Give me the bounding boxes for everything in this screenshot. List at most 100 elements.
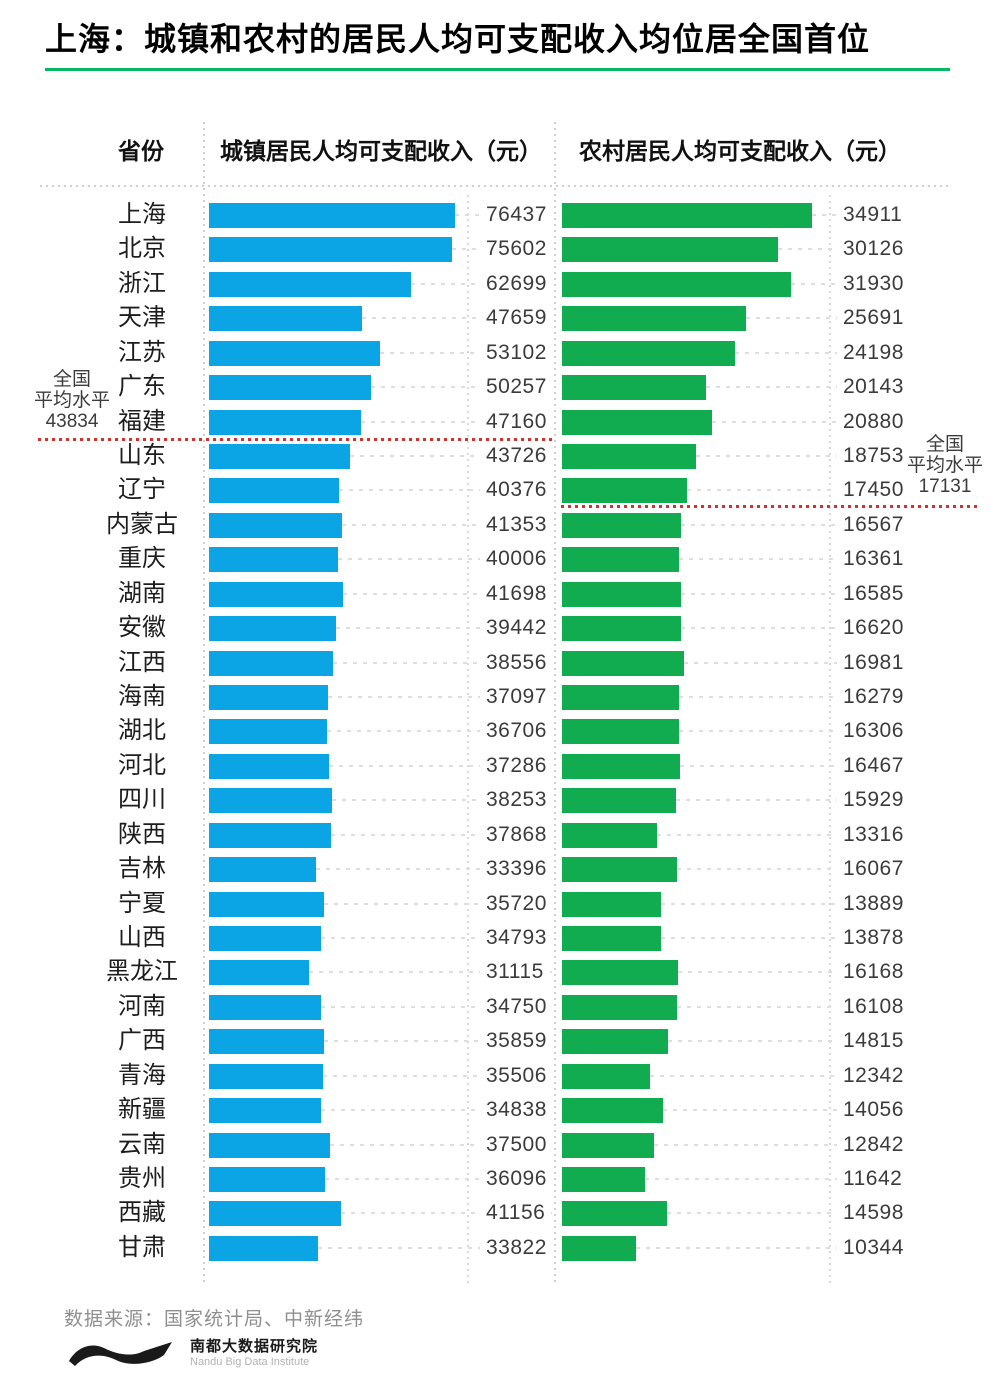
rural-value: 20143 [837, 374, 910, 401]
urban-leader-line [325, 1178, 552, 1181]
urban-leader-line [328, 696, 552, 699]
urban-bar [209, 788, 332, 814]
table-row: 海南 37097 16279 [0, 680, 1000, 714]
table-row: 湖北 36706 16306 [0, 714, 1000, 748]
province-label: 云南 [118, 1130, 166, 1158]
urban-leader-line [380, 351, 552, 354]
header-province: 省份 [118, 138, 164, 164]
rural-value: 14815 [837, 1028, 910, 1055]
urban-average-annotation-line1: 全国 [52, 369, 91, 390]
urban-average-annotation: 全国 平均水平 43834 [26, 369, 118, 432]
urban-value: 33396 [480, 856, 553, 883]
urban-leader-line [333, 661, 552, 664]
urban-axis-gridline [467, 195, 469, 1286]
province-label: 黑龙江 [106, 958, 178, 986]
urban-value: 37500 [480, 1131, 553, 1158]
urban-leader-line [318, 1246, 552, 1249]
urban-value: 43726 [480, 443, 553, 469]
urban-bar [209, 1063, 323, 1089]
urban-value: 50257 [480, 374, 553, 401]
rural-leader-line [645, 1178, 908, 1181]
urban-value: 38253 [480, 787, 553, 814]
urban-bar [209, 375, 371, 401]
rural-leader-line [681, 627, 908, 630]
province-label: 甘肃 [118, 1233, 166, 1261]
table-row: 广东 50257 20143 [0, 370, 1000, 404]
table-row: 河南 34750 16108 [0, 990, 1000, 1024]
urban-value: 33822 [480, 1234, 553, 1261]
urban-bar [209, 271, 411, 297]
table-row: 西藏 41156 14598 [0, 1196, 1000, 1230]
rural-bar [562, 753, 680, 779]
rural-bar [562, 1029, 668, 1055]
rural-leader-line [676, 799, 908, 802]
urban-leader-line [316, 868, 552, 871]
table-row: 重庆 40006 16361 [0, 542, 1000, 576]
rural-leader-line [678, 971, 908, 974]
rural-leader-line [667, 1212, 908, 1215]
urban-bar [209, 547, 338, 573]
rural-value: 16567 [837, 511, 910, 538]
rural-bar [562, 478, 687, 504]
rural-leader-line [687, 489, 908, 492]
rural-value: 11642 [837, 1166, 909, 1193]
province-label: 江西 [118, 648, 166, 676]
column-separator-middle [554, 122, 556, 1286]
rural-value: 18753 [837, 443, 910, 469]
urban-bar [209, 478, 339, 504]
urban-leader-line [323, 1074, 552, 1077]
urban-bar [209, 1201, 341, 1227]
urban-value: 35859 [480, 1028, 553, 1055]
table-row: 四川 38253 15929 [0, 783, 1000, 817]
urban-bar [209, 994, 321, 1020]
rural-bar [562, 340, 735, 366]
rural-bar [562, 409, 712, 435]
rural-value: 17450 [837, 477, 910, 504]
rural-average-line [561, 505, 980, 508]
urban-bar [209, 237, 452, 263]
rural-leader-line [668, 1040, 908, 1043]
urban-leader-line [339, 489, 552, 492]
province-label: 海南 [118, 683, 166, 711]
header-urban-income: 城镇居民人均可支配收入（元） [220, 138, 542, 164]
urban-bar [209, 409, 361, 435]
urban-bar [209, 444, 350, 469]
urban-leader-line [331, 833, 552, 836]
urban-bar [209, 306, 362, 332]
urban-leader-line [350, 455, 552, 457]
table-row: 陕西 37868 13316 [0, 818, 1000, 852]
rural-bar [562, 237, 778, 263]
province-label: 广东 [118, 373, 166, 401]
rural-leader-line [684, 661, 908, 664]
rural-value: 13889 [837, 890, 910, 917]
rural-bar [562, 926, 661, 952]
urban-bar [209, 719, 327, 745]
urban-leader-line [361, 420, 552, 423]
table-row: 河北 37286 16467 [0, 749, 1000, 783]
table-row: 内蒙古 41353 16567 [0, 508, 1000, 542]
rural-bar [562, 685, 679, 711]
urban-value: 40376 [480, 477, 553, 504]
province-label: 湖北 [118, 717, 166, 745]
rural-bar [562, 891, 661, 917]
rural-bar [562, 547, 679, 573]
urban-leader-line [338, 558, 552, 561]
urban-bar [209, 1167, 325, 1193]
rural-bar [562, 1201, 667, 1227]
urban-value: 75602 [480, 236, 553, 263]
rural-bar [562, 581, 681, 607]
urban-bar [209, 650, 333, 676]
urban-leader-line [336, 627, 552, 630]
table-row: 吉林 33396 16067 [0, 852, 1000, 886]
rural-bar [562, 306, 746, 332]
province-label: 浙江 [118, 269, 166, 297]
rural-leader-line [663, 1109, 908, 1112]
urban-leader-line [332, 799, 552, 802]
urban-bar [209, 512, 342, 538]
table-row: 黑龙江 31115 16168 [0, 955, 1000, 989]
urban-leader-line [324, 902, 552, 905]
urban-leader-line [343, 592, 552, 595]
table-row: 上海 76437 34911 [0, 198, 1000, 232]
table-row: 江苏 53102 24198 [0, 336, 1000, 370]
urban-bar [209, 960, 309, 986]
